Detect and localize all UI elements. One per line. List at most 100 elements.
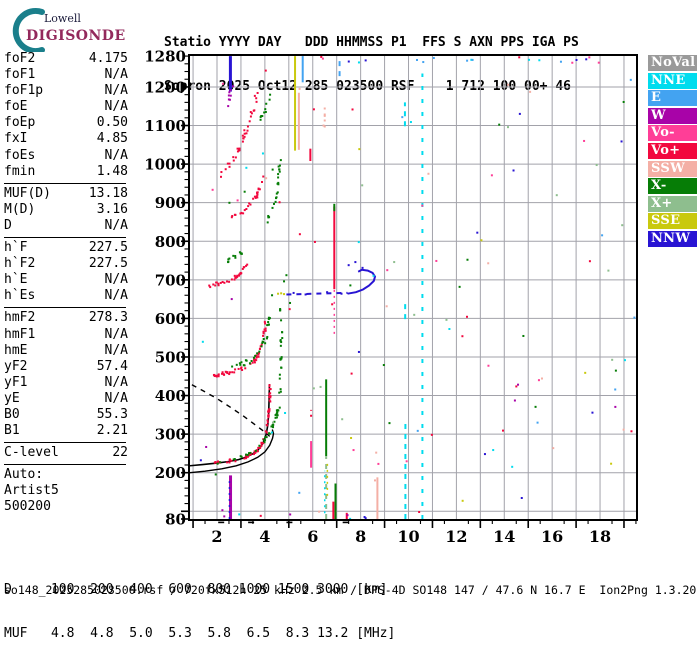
logo-digisonde-text: DIGISONDE [26, 28, 126, 44]
logo-crescent-icon [12, 8, 45, 54]
svg-text:1100: 1100 [144, 117, 186, 135]
param-row: B0 55.3 [4, 407, 128, 423]
svg-text:300: 300 [155, 426, 186, 444]
param-row: yF1 N/A [4, 375, 128, 391]
svg-text:12: 12 [445, 527, 467, 546]
param-separator [4, 237, 126, 239]
file-info-line: so148_2025285023500.rsf / 720fx512h 25 k… [4, 583, 697, 597]
digisonde-logo: Lowell DIGISONDE [6, 4, 136, 54]
param-label: hmE [4, 342, 28, 358]
param-row: MUF(D) 13.18 [4, 186, 128, 202]
legend-item-nne: NNE [648, 72, 697, 89]
param-row: foF1 N/A [4, 67, 128, 83]
logo-lowell-text: Lowell [44, 12, 81, 25]
param-row: foF1p N/A [4, 83, 128, 99]
param-row: hmF1 N/A [4, 327, 128, 343]
param-row: Artist5 [4, 483, 128, 499]
param-row: foF2 4.175 [4, 51, 128, 67]
svg-text:6: 6 [307, 527, 318, 546]
param-label: Artist5 [4, 483, 59, 499]
param-label: M(D) [4, 201, 36, 217]
param-row: yF2 57.4 [4, 359, 128, 375]
param-label: foEp [4, 115, 36, 131]
param-label: B1 [4, 423, 20, 439]
param-label: B0 [4, 406, 20, 422]
svg-text:500: 500 [155, 348, 186, 366]
param-row: Auto: [4, 467, 128, 483]
param-row: h`F2 227.5 [4, 256, 128, 272]
d-muf-table: D 100 200 400 600 800 1000 1500 3000 [km… [4, 553, 395, 657]
param-row: hmE N/A [4, 343, 128, 359]
param-row: fxI 4.85 [4, 131, 128, 147]
ionogram-plot: 80 200 300 400 500 600 700 800 900 1000 1100 1200 12… [144, 48, 638, 546]
param-label: fmin [4, 163, 36, 179]
direction-color-legend: NoVal NNE E W Vo- Vo+ SSW X- X+ SSE NNW [648, 55, 697, 249]
param-value: 227.5 [88, 256, 128, 272]
param-value: 57.4 [96, 358, 128, 374]
param-label: Auto: [4, 467, 44, 483]
param-value: N/A [104, 67, 128, 83]
param-row: foEs N/A [4, 148, 128, 164]
svg-text:200: 200 [155, 464, 186, 482]
svg-text:8: 8 [355, 527, 366, 546]
param-row: h`E N/A [4, 272, 128, 288]
svg-text:4: 4 [259, 527, 270, 546]
legend-item-e: E [648, 90, 697, 107]
param-row: yE N/A [4, 391, 128, 407]
param-value: N/A [104, 217, 128, 233]
param-label: h`Es [4, 288, 36, 304]
param-row: h`Es N/A [4, 288, 128, 304]
param-value: N/A [104, 147, 128, 163]
svg-text:700: 700 [155, 271, 186, 289]
param-value: 4.175 [88, 51, 128, 66]
param-row: foEp 0.50 [4, 115, 128, 131]
param-label: foF1p [4, 83, 44, 99]
ionogram-echo-traces [190, 56, 636, 519]
param-value: 55.3 [96, 406, 128, 422]
param-label: foF2 [4, 51, 36, 66]
param-label: D [4, 217, 12, 233]
legend-item-w: W [648, 107, 697, 124]
param-row: 500200 [4, 499, 128, 515]
muf-row: MUF 4.8 4.8 5.0 5.3 5.8 6.5 8.3 13.2 [MH… [4, 625, 396, 641]
param-value: N/A [104, 326, 128, 342]
svg-text:14: 14 [493, 527, 515, 546]
param-label: yE [4, 390, 20, 406]
param-label: fxI [4, 131, 28, 147]
param-label: 500200 [4, 499, 51, 515]
axis-tick-labels: 80 200 300 400 500 600 700 800 900 1000 1100 1200 12… [144, 48, 611, 546]
svg-text:18: 18 [589, 527, 611, 546]
legend-item-x: X- [648, 178, 697, 195]
param-value: 0.50 [96, 115, 128, 131]
param-label: foF1 [4, 67, 36, 83]
legend-item-ssw: SSW [648, 160, 697, 177]
legend-item-vo: Vo- [648, 125, 697, 142]
svg-text:1200: 1200 [144, 78, 186, 96]
d-row: D 100 200 400 600 800 1000 1500 3000 [km… [4, 581, 388, 597]
param-value: 3.16 [96, 201, 128, 217]
param-label: h`F [4, 240, 28, 256]
header-block: Statio YYYY DAY DDD HHMMSS P1 FFS S AXN … [164, 7, 579, 109]
param-value: N/A [104, 374, 128, 390]
svg-text:400: 400 [155, 387, 186, 405]
param-value: N/A [104, 342, 128, 358]
param-label: foEs [4, 147, 36, 163]
param-separator [4, 442, 126, 444]
param-row: foE N/A [4, 99, 128, 115]
param-separator [4, 182, 126, 184]
param-separator [4, 307, 126, 309]
param-label: foE [4, 99, 28, 115]
param-label: hmF1 [4, 326, 36, 342]
param-value: 4.85 [96, 131, 128, 147]
param-value: N/A [104, 272, 128, 288]
param-value: 2.21 [96, 423, 128, 439]
parameter-panel: foF2 4.175 foF1 N/A foF1p N/A foE N/A foEp 0.50 fx… [4, 51, 128, 516]
param-row: D N/A [4, 218, 128, 234]
param-label: yF1 [4, 374, 28, 390]
svg-text:600: 600 [155, 310, 186, 328]
param-label: h`F2 [4, 256, 36, 272]
param-value: N/A [104, 99, 128, 115]
svg-text:1000: 1000 [144, 156, 186, 174]
param-separator [4, 464, 126, 466]
legend-item-x: X+ [648, 195, 697, 212]
